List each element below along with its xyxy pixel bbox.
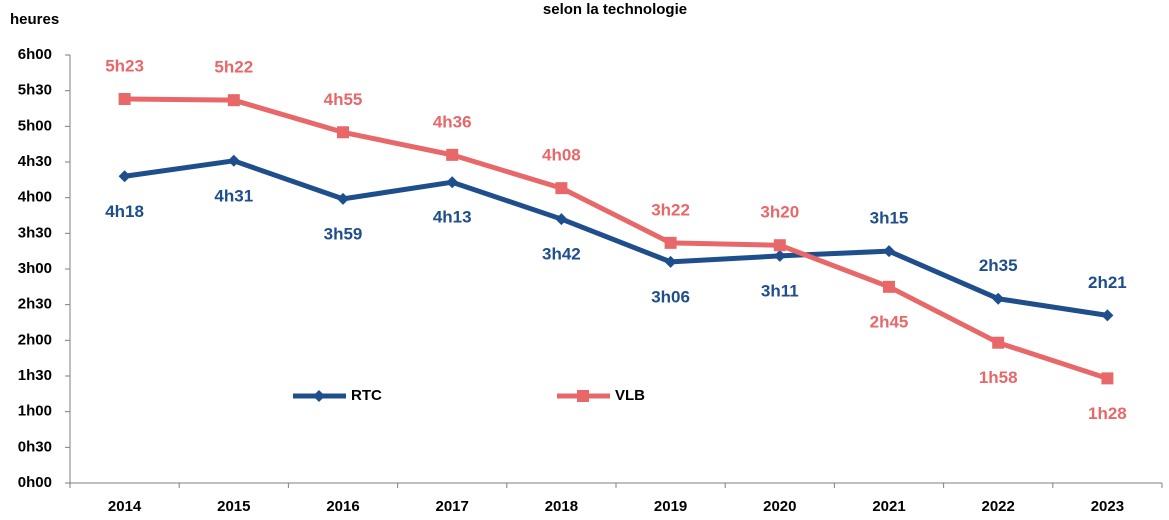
marker [577, 390, 589, 402]
data-label: 4h36 [433, 112, 472, 131]
marker [446, 176, 459, 189]
marker [883, 280, 895, 293]
marker [227, 94, 240, 107]
marker [555, 182, 568, 195]
x-tick-label: 2022 [982, 498, 1015, 515]
y-axis-label: heures [10, 11, 59, 28]
y-tick-label: 2h30 [18, 296, 52, 313]
data-label: 4h55 [324, 90, 363, 109]
x-tick-label: 2016 [326, 498, 359, 515]
y-tick-label: 4h00 [18, 189, 52, 206]
marker [992, 336, 1005, 349]
data-label: 4h31 [214, 186, 253, 205]
data-label: 3h06 [651, 287, 690, 306]
y-tick-label: 4h30 [18, 153, 52, 170]
marker [227, 154, 240, 167]
y-tick-label: 6h00 [18, 46, 52, 63]
x-tick-label: 2014 [108, 498, 142, 515]
data-label: 3h11 [761, 281, 799, 300]
y-tick-label: 1h30 [18, 367, 52, 384]
data-label: 4h13 [433, 208, 472, 227]
marker [446, 148, 459, 161]
data-label: 5h23 [105, 56, 144, 75]
x-tick-label: 2018 [545, 498, 578, 515]
marker [992, 292, 1005, 305]
chart-title: selon la technologie [543, 1, 687, 18]
y-tick-label: 0h30 [18, 438, 52, 455]
y-tick-label: 3h30 [18, 224, 52, 241]
data-label: 3h15 [870, 209, 909, 228]
data-label: 1h28 [1088, 404, 1127, 423]
marker [883, 245, 895, 258]
marker [555, 213, 568, 226]
marker [337, 126, 349, 139]
marker [118, 92, 131, 105]
data-label: 2h35 [979, 256, 1018, 275]
marker [773, 239, 786, 252]
data-label: 3h42 [542, 245, 581, 264]
x-tick-label: 2017 [436, 498, 469, 515]
y-tick-label: 0h00 [18, 474, 52, 491]
x-tick-label: 2023 [1091, 498, 1124, 515]
legend-label: VLB [615, 387, 645, 404]
y-tick-label: 5h30 [18, 82, 52, 99]
x-tick-label: 2020 [763, 498, 796, 515]
y-tick-label: 5h00 [18, 117, 52, 134]
data-label: 3h22 [651, 200, 690, 219]
data-label: 3h59 [324, 224, 363, 243]
marker [1101, 372, 1114, 385]
data-label: 1h58 [979, 368, 1018, 387]
data-label: 2h45 [870, 312, 909, 331]
data-label: 4h08 [542, 146, 581, 165]
y-tick-label: 2h00 [18, 331, 52, 348]
series-line [124, 158, 1108, 318]
data-label: 2h21 [1088, 273, 1127, 292]
marker [1101, 309, 1114, 322]
y-tick-label: 3h00 [18, 260, 52, 277]
x-tick-label: 2019 [654, 498, 687, 515]
series-line [124, 96, 1109, 381]
marker [337, 192, 349, 205]
x-tick-label: 2015 [217, 498, 250, 515]
marker [664, 255, 677, 268]
data-label: 4h18 [105, 202, 144, 221]
legend-label: RTC [351, 387, 382, 404]
data-label: 3h20 [760, 203, 799, 222]
x-tick-label: 2021 [872, 498, 905, 515]
marker [313, 390, 325, 402]
marker [118, 170, 131, 183]
y-tick-label: 1h00 [18, 403, 52, 420]
marker [773, 249, 786, 262]
marker [664, 236, 677, 249]
data-label: 5h22 [214, 58, 253, 77]
